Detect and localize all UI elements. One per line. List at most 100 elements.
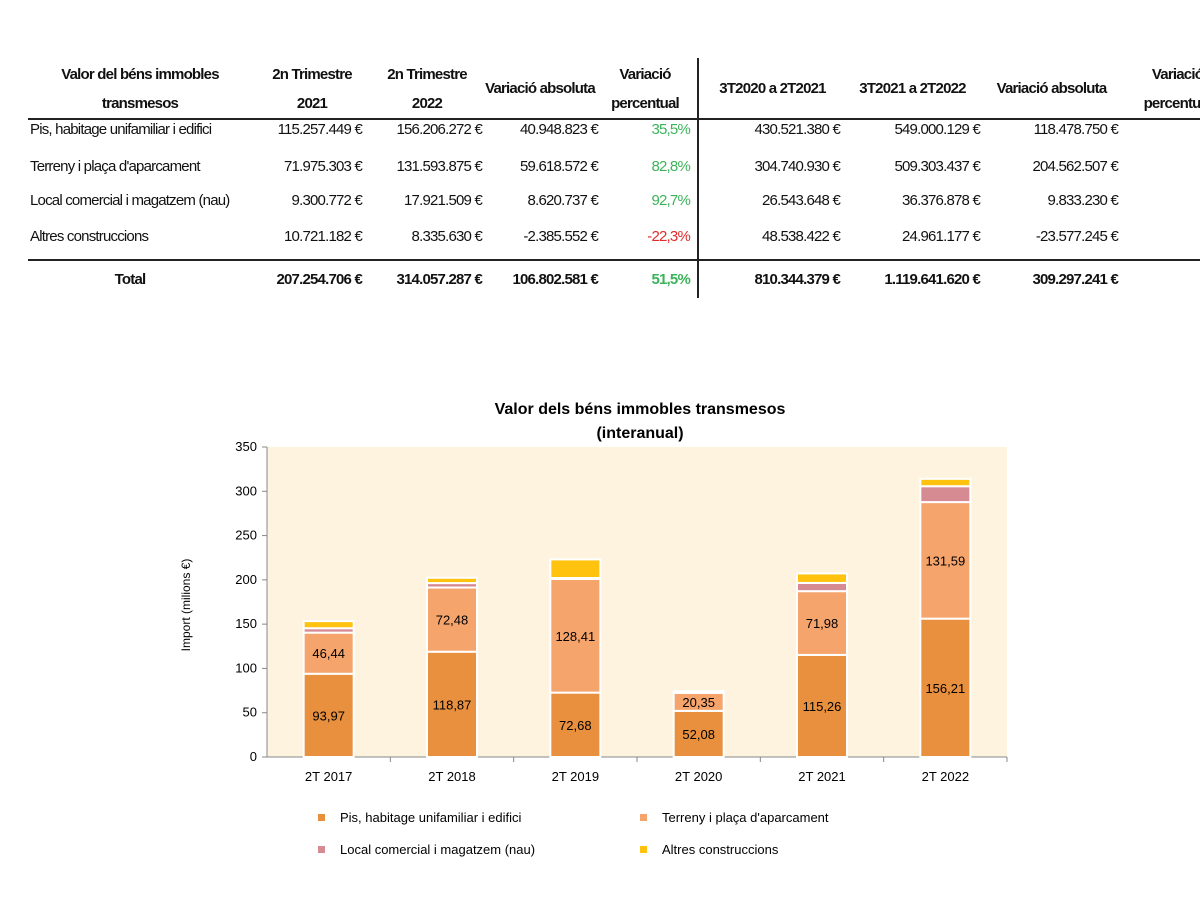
bar-segment [549,691,602,758]
table-cell: 304.740.930 € [754,158,840,175]
column-header: Variació [1151,66,1200,83]
bar-segment [426,576,478,585]
data-label: 72,48 [436,613,469,628]
table-cell: 509.303.437 € [894,158,980,175]
table-cell: 35,5% [651,121,690,138]
column-header: 2021 [296,95,328,112]
table-cell: 8.620.737 € [527,192,599,209]
table-divider [28,259,1200,261]
bar-segment [796,581,848,593]
bar-segment [302,672,355,758]
bar-segment [549,577,602,694]
column-header: percentual [1143,95,1200,112]
x-tick-label: 2T 2022 [922,769,969,784]
y-tick-label: 150 [235,616,257,631]
data-label: 46,44 [312,646,345,661]
table-cell: 156.206.272 € [396,121,482,138]
table-cell: 9.833.230 € [1047,192,1119,209]
column-header: 2022 [411,95,443,112]
table-cell: 118.478.750 € [1033,121,1119,138]
table-cell: 131.593.875 € [396,158,482,175]
table-cell: 17.921.509 € [404,192,483,209]
legend-label: Altres construccions [662,842,779,857]
table-cell: 71.975.303 € [284,158,363,175]
legend-label: Terreny i plaça d'aparcament [662,810,829,825]
bar-segment [919,501,972,620]
bar-segment [426,650,478,759]
total-label: Total [114,271,147,288]
column-header: 3T2020 a 2T2021 [719,80,826,97]
table-cell: 59.618.572 € [520,158,599,175]
plot-area [267,447,1007,757]
table-cell: 36.376.878 € [902,192,981,209]
table-cell: 204.562.507 € [1032,158,1118,175]
table-cell: 92,7% [651,192,690,209]
table-cell: 48.538.422 € [762,228,841,245]
y-tick-label: 350 [235,439,257,454]
x-tick-label: 2T 2021 [798,769,845,784]
table-cell: 9.300.772 € [291,192,363,209]
table-cell: -22,3% [647,228,691,245]
row-label: Altres construccions [30,228,149,245]
table-column-divider [697,58,699,298]
table-cell: 82,8% [651,158,690,175]
table-divider [28,118,1200,120]
legend-label: Pis, habitage unifamiliar i edifici [340,810,521,825]
y-tick-label: 300 [235,483,257,498]
data-label: 131,59 [925,553,965,568]
bar-segment [549,558,602,580]
data-label: 128,41 [555,629,595,644]
bar-segment [796,572,848,584]
bar-segment [672,690,725,693]
legend-swatch [640,846,647,853]
table-cell: 40.948.823 € [520,121,599,138]
x-tick-label: 2T 2018 [428,769,475,784]
bar-segment [672,709,725,759]
total-cell: 106.802.581 € [512,271,598,288]
column-header: Valor del béns immobles [61,66,219,83]
bar-segment [919,485,972,504]
column-header: 2n Trimestre [272,66,352,83]
column-header: Variació [619,66,671,83]
total-cell: 314.057.287 € [396,271,482,288]
table-cell: 8.335.630 € [411,228,483,245]
x-tick-label: 2T 2017 [305,769,352,784]
x-tick-label: 2T 2019 [552,769,599,784]
data-label: 72,68 [559,718,592,733]
table-cell: 26.543.648 € [762,192,841,209]
y-tick-label: 50 [243,705,257,720]
column-header: Variació absoluta [485,80,596,97]
column-header: Variació absoluta [996,80,1108,97]
data-label: 71,98 [806,616,839,631]
legend-swatch [318,814,325,821]
total-cell: 51,5% [651,271,690,288]
table-cell: 430.521.380 € [754,121,840,138]
column-header: 3T2021 a 2T2022 [859,80,966,97]
chart-subtitle: (interanual) [596,425,683,442]
bar-segment [426,586,478,653]
legend-swatch [318,846,325,853]
table-cell: 10.721.182 € [284,228,363,245]
table-cell: -23.577.245 € [1035,228,1119,245]
y-tick-label: 0 [250,749,257,764]
bar-segment [302,631,355,675]
column-header: 2n Trimestre [387,66,467,83]
table-cell: 115.257.449 € [277,121,363,138]
summary-table: Valor del béns immobles transmesos 2n Trim… [0,0,1200,310]
data-label: 118,87 [433,697,472,712]
bar-segment [302,620,355,630]
total-cell: 810.344.379 € [754,271,840,288]
data-label: 156,21 [925,681,965,696]
table-cell: -2.385.552 € [523,228,598,245]
table-cell: 549.000.129 € [894,121,980,138]
bar-segment [919,477,972,488]
chart-title: Valor dels béns immobles transmesos [495,401,786,418]
y-tick-label: 200 [235,572,257,587]
total-cell: 309.297.241 € [1032,271,1118,288]
data-label: 52,08 [682,727,715,742]
data-label: 93,97 [312,708,345,723]
legend-swatch [640,814,647,821]
legend-label: Local comercial i magatzem (nau) [340,842,535,857]
total-cell: 1.119.641.620 € [884,271,980,288]
